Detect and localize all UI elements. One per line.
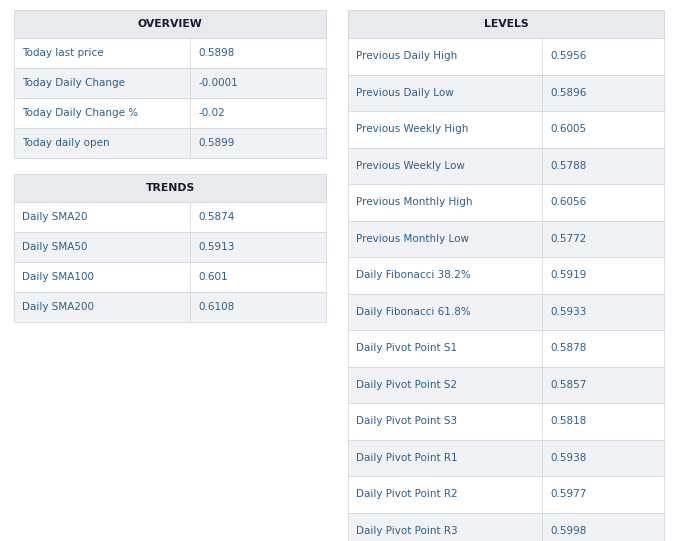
Text: 0.5878: 0.5878 bbox=[550, 343, 587, 353]
Text: 0.5956: 0.5956 bbox=[550, 51, 587, 61]
Text: OVERVIEW: OVERVIEW bbox=[137, 19, 202, 29]
Text: Daily SMA20: Daily SMA20 bbox=[22, 212, 87, 222]
Bar bbox=[14, 232, 326, 262]
Text: Previous Weekly High: Previous Weekly High bbox=[356, 124, 468, 134]
Bar bbox=[348, 75, 664, 111]
Bar bbox=[14, 68, 326, 98]
Text: Previous Daily High: Previous Daily High bbox=[356, 51, 457, 61]
Text: 0.5899: 0.5899 bbox=[198, 138, 235, 148]
Bar bbox=[14, 128, 326, 158]
Bar bbox=[14, 10, 326, 38]
Text: Daily Pivot Point R2: Daily Pivot Point R2 bbox=[356, 489, 458, 499]
Text: 0.5788: 0.5788 bbox=[550, 161, 587, 171]
Text: 0.5998: 0.5998 bbox=[550, 526, 587, 536]
Text: -0.0001: -0.0001 bbox=[198, 78, 238, 88]
Text: Today last price: Today last price bbox=[22, 48, 104, 58]
Bar bbox=[348, 111, 664, 148]
Text: 0.5919: 0.5919 bbox=[550, 270, 587, 280]
Text: Previous Monthly High: Previous Monthly High bbox=[356, 197, 473, 207]
Text: TRENDS: TRENDS bbox=[146, 183, 194, 193]
Bar bbox=[348, 366, 664, 403]
Text: Daily Fibonacci 61.8%: Daily Fibonacci 61.8% bbox=[356, 307, 471, 316]
Bar bbox=[14, 292, 326, 322]
Text: Daily Pivot Point S1: Daily Pivot Point S1 bbox=[356, 343, 457, 353]
Bar bbox=[348, 403, 664, 439]
Text: 0.6056: 0.6056 bbox=[550, 197, 586, 207]
Bar bbox=[348, 221, 664, 257]
Text: Daily SMA50: Daily SMA50 bbox=[22, 242, 87, 252]
Text: 0.5896: 0.5896 bbox=[550, 88, 587, 98]
Bar bbox=[14, 262, 326, 292]
Bar bbox=[14, 174, 326, 202]
Text: 0.5933: 0.5933 bbox=[550, 307, 587, 316]
Text: Previous Monthly Low: Previous Monthly Low bbox=[356, 234, 469, 244]
Bar bbox=[14, 38, 326, 68]
Text: Today Daily Change %: Today Daily Change % bbox=[22, 108, 138, 118]
Text: 0.5898: 0.5898 bbox=[198, 48, 235, 58]
Text: Daily Pivot Point S2: Daily Pivot Point S2 bbox=[356, 380, 457, 390]
Text: 0.5874: 0.5874 bbox=[198, 212, 235, 222]
Text: 0.601: 0.601 bbox=[198, 272, 228, 282]
Text: Daily SMA100: Daily SMA100 bbox=[22, 272, 94, 282]
Bar bbox=[348, 148, 664, 184]
Text: Today Daily Change: Today Daily Change bbox=[22, 78, 125, 88]
Text: 0.5772: 0.5772 bbox=[550, 234, 587, 244]
Text: 0.5857: 0.5857 bbox=[550, 380, 587, 390]
Text: 0.5977: 0.5977 bbox=[550, 489, 587, 499]
Text: 0.6005: 0.6005 bbox=[550, 124, 586, 134]
Bar bbox=[348, 476, 664, 512]
Text: 0.5938: 0.5938 bbox=[550, 453, 587, 463]
Text: Previous Weekly Low: Previous Weekly Low bbox=[356, 161, 465, 171]
Bar bbox=[14, 202, 326, 232]
Bar bbox=[348, 439, 664, 476]
Text: Daily Pivot Point R1: Daily Pivot Point R1 bbox=[356, 453, 458, 463]
Bar bbox=[348, 184, 664, 221]
Text: 0.6108: 0.6108 bbox=[198, 302, 234, 312]
Text: Daily Fibonacci 38.2%: Daily Fibonacci 38.2% bbox=[356, 270, 471, 280]
Bar bbox=[348, 330, 664, 366]
Bar bbox=[348, 294, 664, 330]
Bar bbox=[348, 257, 664, 294]
Text: Today daily open: Today daily open bbox=[22, 138, 110, 148]
Text: Daily Pivot Point S3: Daily Pivot Point S3 bbox=[356, 416, 457, 426]
Text: 0.5818: 0.5818 bbox=[550, 416, 587, 426]
Text: Daily SMA200: Daily SMA200 bbox=[22, 302, 94, 312]
Text: Previous Daily Low: Previous Daily Low bbox=[356, 88, 454, 98]
Text: -0.02: -0.02 bbox=[198, 108, 225, 118]
Bar bbox=[348, 10, 664, 38]
Bar bbox=[14, 98, 326, 128]
Text: Daily Pivot Point R3: Daily Pivot Point R3 bbox=[356, 526, 458, 536]
Text: LEVELS: LEVELS bbox=[483, 19, 528, 29]
Bar bbox=[348, 512, 664, 541]
Text: 0.5913: 0.5913 bbox=[198, 242, 235, 252]
Bar bbox=[348, 38, 664, 75]
